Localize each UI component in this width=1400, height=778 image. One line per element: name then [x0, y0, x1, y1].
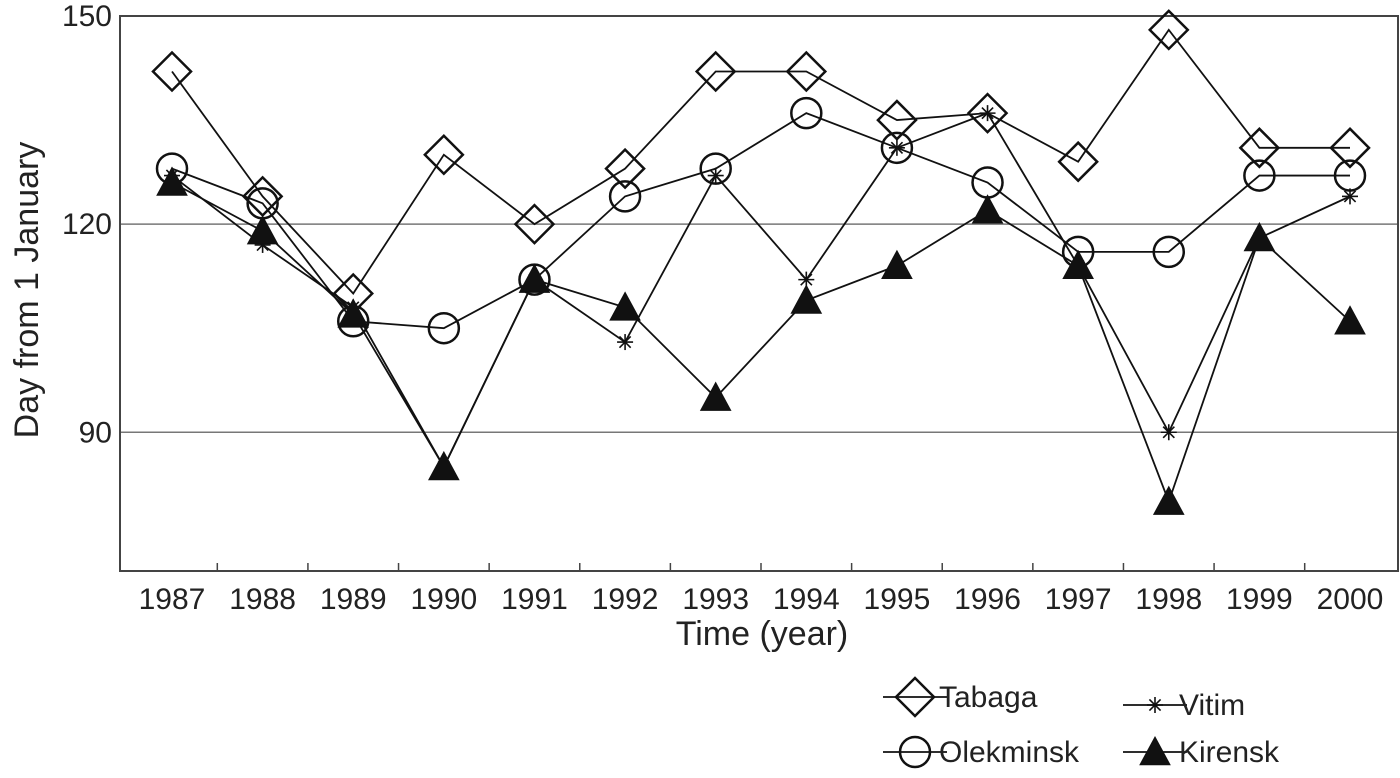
legend-item-olekminsk: Olekminsk	[883, 735, 1080, 769]
grid-lines	[120, 223, 1398, 433]
point-vitim	[1160, 424, 1177, 441]
x-tick-label: 1996	[954, 583, 1021, 616]
series-vitim	[164, 105, 1358, 475]
point-tabaga	[966, 92, 1009, 134]
series-line-olekminsk	[171, 112, 1350, 330]
legend-label-tabaga: Tabaga	[939, 681, 1038, 714]
legend-label-vitim: Vitim	[1179, 689, 1245, 722]
legend-item-tabaga: Tabaga	[883, 676, 1038, 718]
point-olekminsk	[1152, 235, 1186, 269]
y-axis: 90 120 150	[62, 0, 112, 449]
x-tick-label: 1994	[773, 583, 840, 616]
point-kirensk	[428, 450, 460, 481]
y-tick-label: 150	[62, 0, 112, 33]
legend: Tabaga Olekminsk Vitim Kirensk	[883, 676, 1280, 769]
series-line-vitim	[171, 112, 1351, 469]
series-kirensk	[156, 166, 1366, 515]
point-tabaga	[876, 99, 918, 141]
x-tick-label: 1991	[501, 583, 568, 616]
legend-marker-olekminsk	[898, 735, 932, 769]
point-olekminsk	[608, 180, 642, 213]
point-kirensk	[1243, 221, 1276, 252]
point-kirensk	[518, 263, 551, 293]
point-tabaga	[604, 147, 646, 190]
point-olekminsk	[1243, 159, 1276, 192]
point-tabaga	[694, 50, 737, 93]
point-kirensk	[790, 284, 823, 314]
x-tick-label: 1999	[1226, 583, 1293, 616]
point-kirensk	[881, 249, 913, 279]
legend-marker-vitim	[1147, 697, 1163, 713]
point-olekminsk	[427, 311, 461, 345]
x-tick-label: 1989	[320, 583, 387, 616]
y-tick-label: 90	[79, 416, 112, 449]
point-kirensk	[337, 298, 370, 328]
point-kirensk	[1334, 305, 1366, 335]
x-tick-label: 1987	[139, 583, 206, 616]
series-layer	[151, 9, 1371, 515]
legend-marker-tabaga	[894, 676, 936, 718]
point-tabaga	[1329, 127, 1371, 169]
point-vitim	[1342, 188, 1358, 205]
legend-marker-kirensk	[1139, 735, 1171, 766]
x-tick-label: 1990	[410, 583, 477, 616]
point-kirensk	[1062, 249, 1094, 279]
series-olekminsk	[155, 96, 1367, 345]
x-tick-label: 1993	[682, 583, 749, 616]
point-tabaga	[785, 50, 828, 93]
point-kirensk	[246, 215, 279, 245]
point-tabaga	[513, 203, 556, 245]
point-olekminsk	[880, 131, 914, 165]
point-olekminsk	[790, 96, 823, 130]
point-olekminsk	[699, 152, 732, 185]
legend-item-vitim: Vitim	[1123, 689, 1245, 722]
series-line-tabaga	[171, 28, 1350, 295]
point-kirensk	[699, 381, 732, 411]
x-tick-label: 1988	[229, 583, 296, 616]
point-tabaga	[1148, 9, 1190, 51]
legend-label-kirensk: Kirensk	[1179, 736, 1280, 769]
legend-label-olekminsk: Olekminsk	[939, 736, 1080, 769]
y-axis-title: Day from 1 January	[8, 142, 46, 439]
point-vitim	[888, 139, 905, 156]
x-axis: 1987 1988 1989 1990 1991 1992 1993 1994 1995 1996…	[139, 563, 1384, 616]
x-tick-label: 1995	[864, 583, 931, 616]
legend-item-kirensk: Kirensk	[1123, 735, 1280, 769]
plot-frame	[119, 15, 1399, 572]
x-tick-label: 1992	[592, 583, 659, 616]
point-tabaga	[1238, 127, 1281, 169]
x-tick-label: 1997	[1045, 583, 1112, 616]
point-kirensk	[156, 166, 188, 196]
point-kirensk	[971, 194, 1004, 224]
point-vitim	[617, 334, 634, 351]
point-kirensk	[609, 291, 641, 321]
x-tick-label: 1998	[1135, 583, 1202, 616]
x-axis-title: Time (year)	[676, 615, 849, 653]
point-tabaga	[1057, 140, 1099, 183]
point-vitim	[707, 167, 724, 184]
point-tabaga	[423, 133, 465, 176]
y-tick-label: 120	[62, 208, 112, 241]
x-tick-label: 2000	[1317, 583, 1384, 616]
point-tabaga	[151, 50, 193, 93]
point-kirensk	[1152, 485, 1185, 515]
series-tabaga	[151, 9, 1371, 315]
series-line-kirensk	[171, 181, 1351, 505]
point-vitim	[979, 105, 996, 122]
